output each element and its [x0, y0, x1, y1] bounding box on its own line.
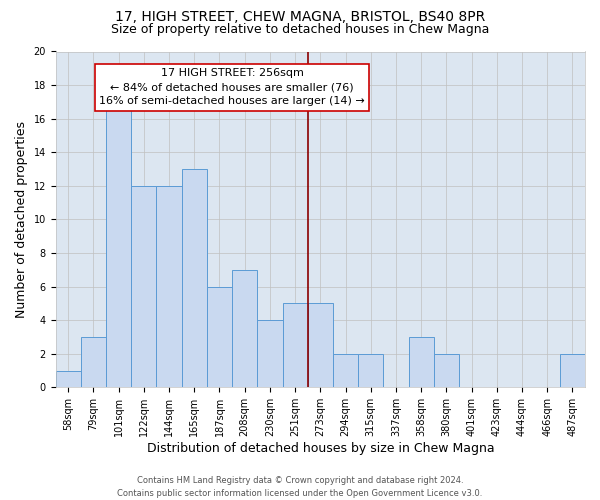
Bar — [81, 337, 106, 388]
Text: Size of property relative to detached houses in Chew Magna: Size of property relative to detached ho… — [111, 22, 489, 36]
Bar — [207, 286, 232, 388]
Bar — [434, 354, 459, 388]
Bar — [157, 186, 182, 388]
Bar — [56, 370, 81, 388]
Bar — [257, 320, 283, 388]
Bar — [333, 354, 358, 388]
Bar — [232, 270, 257, 388]
Bar — [409, 337, 434, 388]
Text: Contains HM Land Registry data © Crown copyright and database right 2024.
Contai: Contains HM Land Registry data © Crown c… — [118, 476, 482, 498]
Y-axis label: Number of detached properties: Number of detached properties — [15, 121, 28, 318]
X-axis label: Distribution of detached houses by size in Chew Magna: Distribution of detached houses by size … — [146, 442, 494, 455]
Bar — [182, 169, 207, 388]
Bar — [131, 186, 157, 388]
Bar — [283, 304, 308, 388]
Bar — [358, 354, 383, 388]
Text: 17, HIGH STREET, CHEW MAGNA, BRISTOL, BS40 8PR: 17, HIGH STREET, CHEW MAGNA, BRISTOL, BS… — [115, 10, 485, 24]
Bar — [106, 102, 131, 388]
Bar — [308, 304, 333, 388]
Bar — [560, 354, 585, 388]
Text: 17 HIGH STREET: 256sqm
← 84% of detached houses are smaller (76)
16% of semi-det: 17 HIGH STREET: 256sqm ← 84% of detached… — [99, 68, 365, 106]
